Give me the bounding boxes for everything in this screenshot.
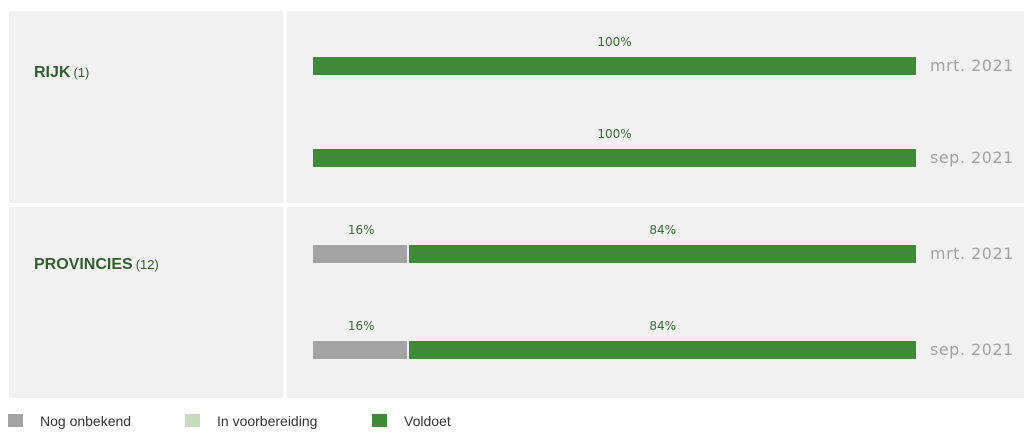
- legend-swatch: [185, 414, 200, 427]
- legend-swatch: [8, 414, 23, 427]
- bar-segment-voldoet: [313, 57, 916, 75]
- data-label: 84%: [649, 319, 677, 333]
- group-name: RIJK: [34, 64, 71, 81]
- data-label: 16%: [347, 223, 375, 237]
- bar-segment-voldoet: [313, 149, 916, 167]
- group-name: PROVINCIES: [34, 256, 133, 273]
- data-label: 100%: [597, 127, 632, 141]
- data-label: 16%: [347, 319, 375, 333]
- legend-swatch: [372, 414, 387, 427]
- group-label-rijk: RIJK (1): [34, 64, 89, 82]
- period-label: sep. 2021: [930, 340, 1014, 359]
- legend-label: In voorbereiding: [217, 413, 318, 429]
- period-label: mrt. 2021: [930, 244, 1014, 263]
- bar-segment-nog-onbekend: [313, 341, 408, 359]
- legend-label: Voldoet: [404, 413, 451, 429]
- period-label: sep. 2021: [930, 148, 1014, 167]
- group-count: (12): [135, 257, 159, 272]
- bar-segment-nog-onbekend: [313, 245, 408, 263]
- period-label: mrt. 2021: [930, 56, 1014, 75]
- bar-segment-voldoet: [409, 245, 916, 263]
- legend-label: Nog onbekend: [40, 413, 132, 429]
- data-label: 84%: [649, 223, 677, 237]
- group-count: (1): [73, 65, 90, 80]
- bar-segment-voldoet: [409, 341, 916, 359]
- data-label: 100%: [597, 35, 632, 49]
- group-label-provincies: PROVINCIES (12): [34, 256, 159, 274]
- row-divider: [9, 203, 1024, 207]
